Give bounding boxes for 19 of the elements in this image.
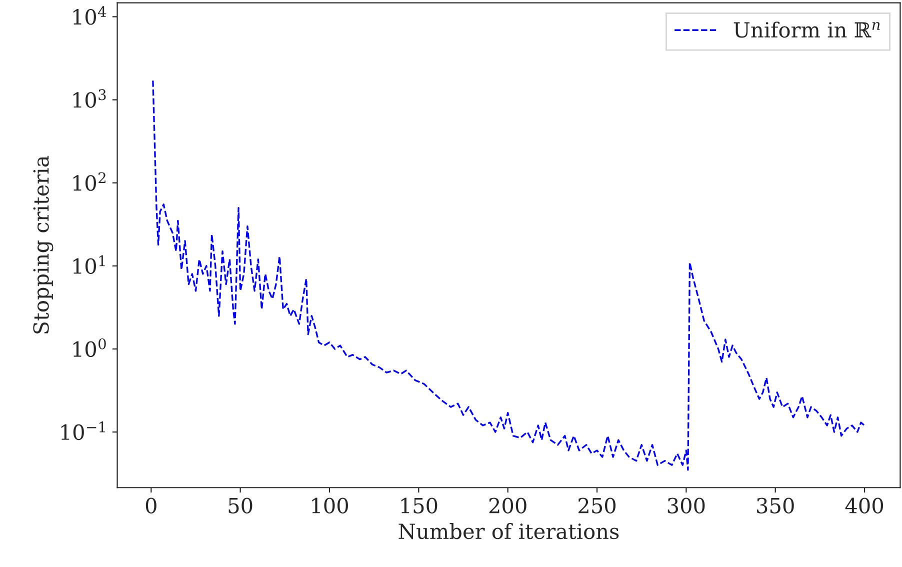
line-series <box>152 80 866 471</box>
x-tick-label: 0 <box>146 498 156 514</box>
x-tick-label: 400 <box>845 498 884 514</box>
x-tick-label: 250 <box>578 498 616 514</box>
x-axis-title: Number of iterations <box>398 523 619 540</box>
x-tick-label: 350 <box>757 498 794 514</box>
x-tick-label: 300 <box>668 498 705 514</box>
legend-label: Uniform in ℝ$^{n}$ <box>734 22 880 38</box>
x-tick-label: 50 <box>228 498 252 514</box>
y-tick-label: 10$^{−1}$ <box>61 421 105 440</box>
x-tick-label: 200 <box>489 498 526 514</box>
x-tick-label: 150 <box>401 498 438 514</box>
y-tick-label: 10$^{2}$ <box>73 172 106 191</box>
y-tick-label: 10$^{4}$ <box>73 6 106 25</box>
y-tick-label: 10$^{1}$ <box>73 255 105 274</box>
y-axis-title: Stopping criteria <box>33 156 54 334</box>
x-tick-label: 100 <box>312 498 348 514</box>
y-tick-label: 10$^{3}$ <box>73 89 106 108</box>
y-tick-label: 10$^{0}$ <box>73 338 106 358</box>
